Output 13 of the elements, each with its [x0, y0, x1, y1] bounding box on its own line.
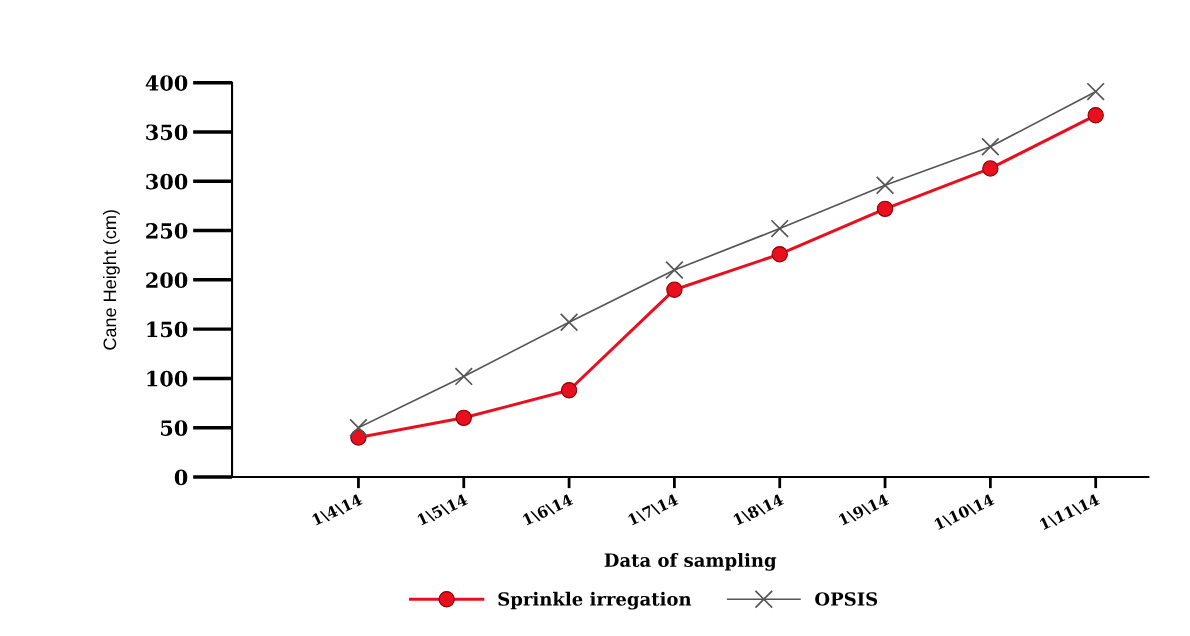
y-axis-title: Cane Height (cm) — [102, 210, 120, 350]
y-tick-label: 300 — [146, 173, 188, 190]
y-tick-label: 350 — [146, 124, 188, 141]
y-tick-label: 150 — [147, 321, 188, 338]
x-axis-title: Data of sampling — [604, 553, 777, 571]
legend-label: OPSIS — [815, 592, 878, 606]
y-tick-label: 100 — [147, 370, 188, 387]
y-tick-label: 50 — [161, 420, 188, 436]
y-tick-label: 200 — [146, 272, 188, 289]
y-tick-label: 400 — [145, 75, 188, 91]
y-tick-label: 250 — [146, 223, 188, 239]
legend-label: Sprinkle irregation — [498, 591, 692, 610]
y-tick-label: 0 — [174, 469, 188, 486]
